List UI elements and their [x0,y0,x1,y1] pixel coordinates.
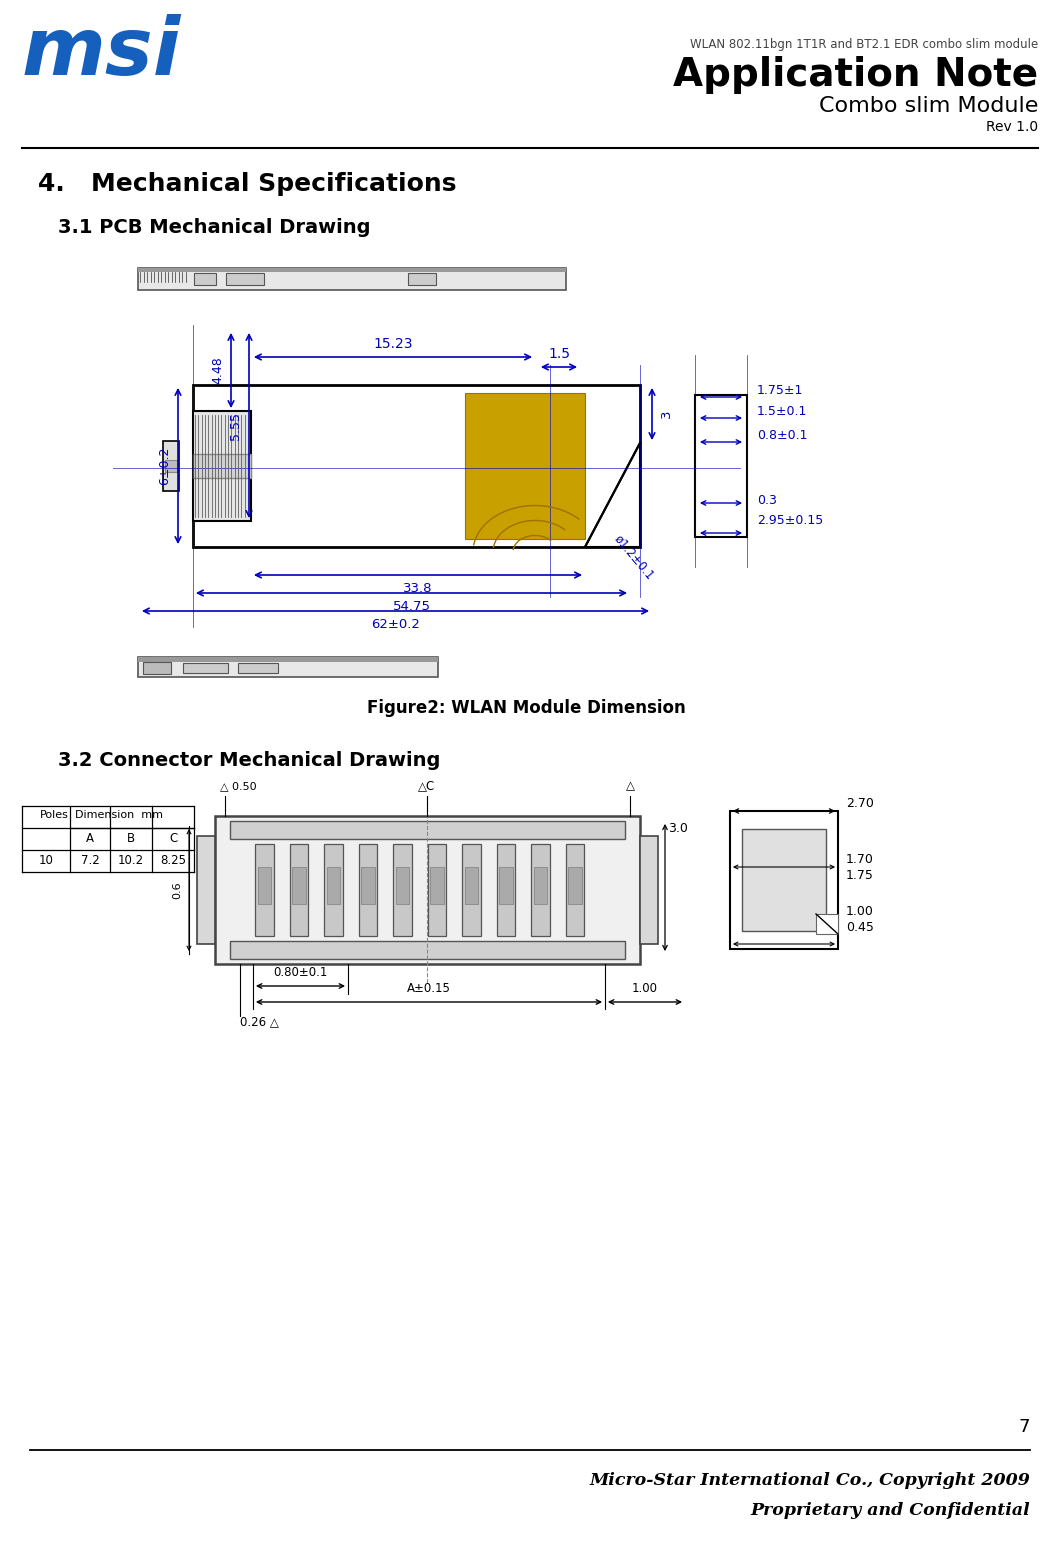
FancyBboxPatch shape [465,392,585,539]
Text: 2.70: 2.70 [846,797,874,810]
Text: C: C [169,831,177,845]
Text: 2.95±0.15: 2.95±0.15 [757,514,824,526]
Text: 8.25: 8.25 [160,853,186,867]
Text: A±0.15: A±0.15 [407,982,451,995]
Text: 1.5±0.1: 1.5±0.1 [757,405,807,417]
FancyBboxPatch shape [430,867,444,903]
FancyBboxPatch shape [816,914,838,934]
Text: △C: △C [419,780,436,793]
FancyBboxPatch shape [138,268,566,290]
Text: 7.2: 7.2 [81,853,99,867]
FancyBboxPatch shape [427,844,446,936]
Polygon shape [585,444,640,547]
Text: 1.70: 1.70 [846,853,874,866]
FancyBboxPatch shape [194,272,216,285]
Text: Micro-Star International Co., Copyright 2009: Micro-Star International Co., Copyright … [589,1471,1030,1488]
FancyBboxPatch shape [255,844,274,936]
Text: 3.0: 3.0 [668,822,688,835]
FancyBboxPatch shape [183,663,228,673]
FancyBboxPatch shape [289,844,308,936]
FancyBboxPatch shape [193,455,251,478]
FancyBboxPatch shape [143,662,171,674]
Text: 3: 3 [660,409,672,419]
FancyBboxPatch shape [292,867,306,903]
FancyBboxPatch shape [497,844,515,936]
Text: B: B [127,831,135,845]
Text: 10.2: 10.2 [118,853,144,867]
FancyBboxPatch shape [359,844,378,936]
Text: 0.6: 0.6 [171,881,182,898]
FancyBboxPatch shape [138,657,438,677]
FancyBboxPatch shape [226,272,264,285]
Text: 0.8±0.1: 0.8±0.1 [757,428,808,442]
FancyBboxPatch shape [566,844,585,936]
Text: 0.3: 0.3 [757,494,776,506]
Text: 7: 7 [1018,1418,1030,1436]
FancyBboxPatch shape [138,268,566,272]
Text: 3.2 Connector Mechanical Drawing: 3.2 Connector Mechanical Drawing [58,750,441,771]
Text: WLAN 802.11bgn 1T1R and BT2.1 EDR combo slim module: WLAN 802.11bgn 1T1R and BT2.1 EDR combo … [690,37,1038,51]
Text: Poles: Poles [40,810,68,821]
Text: 1.00: 1.00 [846,905,874,917]
Text: msi: msi [22,14,181,92]
Text: 0.26 △: 0.26 △ [240,1015,279,1029]
Text: 15.23: 15.23 [373,336,412,350]
Text: 3.1 PCB Mechanical Drawing: 3.1 PCB Mechanical Drawing [58,218,370,237]
Text: Proprietary and Confidential: Proprietary and Confidential [750,1503,1030,1520]
Text: 33.8: 33.8 [403,581,432,595]
FancyBboxPatch shape [327,867,340,903]
FancyBboxPatch shape [742,828,826,931]
FancyBboxPatch shape [163,441,179,490]
Text: 1.5: 1.5 [548,347,570,361]
FancyBboxPatch shape [531,844,550,936]
Text: 1.75±1: 1.75±1 [757,383,804,397]
FancyBboxPatch shape [138,657,438,662]
FancyBboxPatch shape [324,844,343,936]
FancyBboxPatch shape [462,844,481,936]
FancyBboxPatch shape [730,811,838,950]
Text: 10: 10 [39,853,54,867]
Text: A: A [86,831,94,845]
FancyBboxPatch shape [215,816,640,964]
Text: 1.00: 1.00 [632,982,658,995]
Text: △ 0.50: △ 0.50 [220,782,257,791]
Text: Application Note: Application Note [673,56,1038,93]
FancyBboxPatch shape [193,411,251,522]
FancyBboxPatch shape [465,867,478,903]
FancyBboxPatch shape [165,459,177,472]
FancyBboxPatch shape [197,836,215,944]
Text: 4.   Mechanical Specifications: 4. Mechanical Specifications [38,171,457,196]
FancyBboxPatch shape [568,867,582,903]
Text: Rev 1.0: Rev 1.0 [986,120,1038,134]
Text: Dimension  mm: Dimension mm [75,810,163,821]
FancyBboxPatch shape [361,867,375,903]
FancyBboxPatch shape [396,867,409,903]
Text: ø1.2±0.1: ø1.2±0.1 [612,532,656,582]
FancyBboxPatch shape [230,940,625,959]
FancyBboxPatch shape [238,663,278,673]
FancyBboxPatch shape [533,867,547,903]
Text: Figure2: WLAN Module Dimension: Figure2: WLAN Module Dimension [367,699,685,718]
Text: △: △ [626,780,635,793]
Text: 0.80±0.1: 0.80±0.1 [272,965,327,979]
FancyBboxPatch shape [258,867,271,903]
FancyBboxPatch shape [408,272,436,285]
Text: 1.75: 1.75 [846,869,874,881]
FancyBboxPatch shape [393,844,412,936]
FancyBboxPatch shape [695,395,747,537]
Text: 5.55: 5.55 [229,411,243,439]
Text: 0.45: 0.45 [846,920,874,934]
FancyBboxPatch shape [230,821,625,839]
FancyBboxPatch shape [193,385,640,547]
Text: 54.75: 54.75 [392,599,430,612]
FancyBboxPatch shape [500,867,512,903]
Text: 62±0.2: 62±0.2 [371,618,420,631]
Text: 6±0.2: 6±0.2 [159,447,171,486]
Text: 4.48: 4.48 [211,357,224,385]
Text: Combo slim Module: Combo slim Module [818,97,1038,117]
FancyBboxPatch shape [640,836,658,944]
